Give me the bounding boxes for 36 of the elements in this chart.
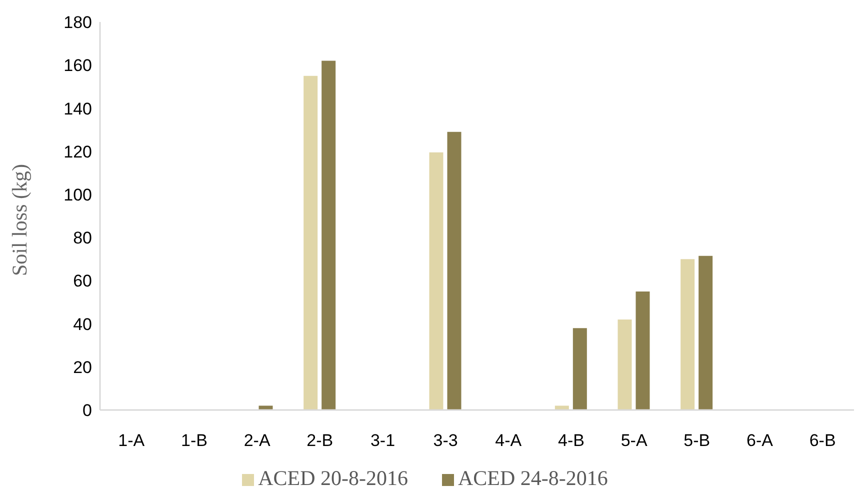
x-tick-label: 5-B: [684, 431, 710, 450]
bar: [258, 406, 273, 410]
legend-label: ACED 20-8-2016: [258, 466, 408, 490]
x-tick-label: 6-A: [746, 431, 774, 450]
bar: [680, 259, 695, 410]
x-tick-label: 2-A: [244, 431, 271, 450]
x-tick-label: 4-A: [495, 431, 522, 450]
x-tick-label: 1-B: [181, 431, 208, 450]
x-tick-label: 1-A: [118, 431, 146, 450]
bar: [447, 132, 462, 410]
y-tick-label: 20: [73, 358, 92, 377]
y-tick-label: 160: [64, 56, 92, 76]
legend-label: ACED 24-8-2016: [458, 466, 608, 490]
x-tick-label: 2-B: [306, 431, 334, 450]
bar: [554, 406, 569, 410]
x-tick-label: 4-B: [558, 431, 584, 450]
bar: [572, 328, 587, 410]
y-tick-label: 0: [82, 401, 92, 420]
x-tick-label: 5-A: [620, 431, 648, 450]
bar: [322, 60, 336, 410]
bar: [636, 291, 650, 410]
y-tick-label: 120: [64, 142, 92, 162]
bar: [618, 319, 632, 410]
y-tick-label: 100: [64, 185, 92, 204]
x-tick-label: 3-1: [370, 431, 396, 450]
y-tick-label: 60: [73, 272, 92, 291]
bar: [304, 76, 318, 410]
y-tick-label: 180: [64, 13, 92, 32]
x-tick-label: 3-3: [433, 431, 458, 450]
y-tick-label: 40: [73, 314, 92, 334]
y-tick-label: 140: [64, 99, 92, 118]
bar: [429, 152, 444, 410]
y-tick-label: 80: [73, 228, 92, 248]
bar: [698, 256, 713, 410]
x-tick-label: 6-B: [809, 431, 836, 450]
y-axis-title: Soil loss (kg): [7, 164, 32, 276]
